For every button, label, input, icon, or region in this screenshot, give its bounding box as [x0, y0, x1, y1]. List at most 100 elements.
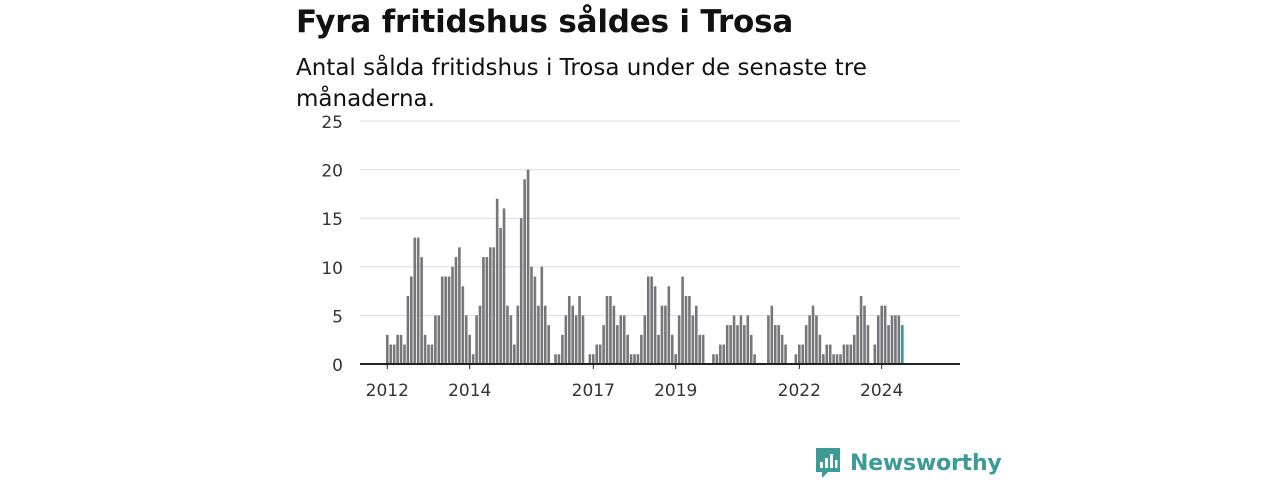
- y-tick-label: 0: [332, 356, 343, 376]
- bar: [403, 344, 406, 364]
- bar: [492, 247, 496, 364]
- bar: [688, 295, 691, 364]
- bar: [636, 354, 640, 364]
- bar: [842, 344, 846, 364]
- bar: [588, 354, 592, 364]
- bar: [856, 315, 859, 364]
- bar: [770, 305, 774, 364]
- bar: [478, 305, 482, 364]
- newsworthy-logo[interactable]: Newsworthy: [814, 446, 1002, 480]
- bar: [681, 276, 684, 364]
- bar: [451, 266, 454, 364]
- bar: [482, 257, 485, 364]
- bar: [406, 295, 410, 364]
- bar: [526, 169, 530, 364]
- bar: [808, 315, 811, 364]
- bar: [880, 305, 883, 364]
- bar: [643, 315, 647, 364]
- bar: [804, 325, 808, 364]
- bar: [475, 315, 478, 364]
- bar: [859, 295, 863, 364]
- bar: [592, 354, 595, 364]
- bar: [801, 344, 805, 364]
- bar: [839, 354, 842, 364]
- bar: [852, 334, 856, 364]
- x-tick-label: 2014: [448, 381, 491, 401]
- bar: [640, 334, 643, 364]
- bar: [822, 354, 825, 364]
- y-tick-label: 10: [321, 259, 343, 279]
- bar: [502, 208, 506, 364]
- bar: [574, 315, 578, 364]
- bar: [846, 344, 849, 364]
- bar: [564, 315, 568, 364]
- bar: [887, 325, 890, 364]
- bar: [430, 344, 434, 364]
- bar: [458, 247, 461, 364]
- bar: [866, 325, 870, 364]
- bar: [530, 266, 533, 364]
- bar: [416, 237, 420, 364]
- bar: [653, 286, 657, 364]
- bar: [664, 305, 667, 364]
- bar: [468, 334, 471, 364]
- bar: [743, 325, 746, 364]
- bar: [767, 315, 770, 364]
- y-tick-label: 20: [321, 162, 343, 182]
- bar: [554, 354, 557, 364]
- bar: [423, 334, 427, 364]
- bar: [701, 334, 705, 364]
- bar: [389, 344, 393, 364]
- bar: [691, 315, 695, 364]
- bar: [437, 315, 441, 364]
- bar: [571, 305, 574, 364]
- bar: [815, 315, 818, 364]
- bar: [605, 295, 609, 364]
- bar: [660, 305, 664, 364]
- bar: [729, 325, 732, 364]
- bar: [557, 354, 561, 364]
- bar: [509, 315, 513, 364]
- bar: [619, 315, 623, 364]
- bar: [873, 344, 877, 364]
- bar: [485, 257, 489, 364]
- bar: [736, 325, 739, 364]
- data-label: 4: [939, 0, 950, 5]
- bar: [863, 305, 866, 364]
- bar-chart-logo-icon: [816, 448, 840, 478]
- bar: [578, 295, 581, 364]
- bar: [513, 344, 516, 364]
- bar: [396, 334, 399, 364]
- bar: [667, 286, 671, 364]
- bar: [646, 276, 650, 364]
- bar: [609, 295, 612, 364]
- bar: [732, 315, 736, 364]
- bar: [410, 276, 413, 364]
- bar: [598, 344, 602, 364]
- bar: [753, 354, 756, 364]
- bar: [543, 305, 547, 364]
- bar: [876, 315, 880, 364]
- bar: [464, 315, 468, 364]
- bar: [677, 315, 681, 364]
- x-tick-label: 2017: [572, 381, 615, 401]
- bar: [447, 276, 451, 364]
- bar: [612, 305, 616, 364]
- x-tick-label: 2019: [654, 381, 697, 401]
- y-tick-label: 5: [332, 307, 343, 327]
- bar: [746, 315, 750, 364]
- bar: [434, 315, 437, 364]
- bar: [633, 354, 636, 364]
- bar: [519, 218, 523, 364]
- bar: [454, 257, 458, 364]
- bar: [567, 295, 571, 364]
- bar: [616, 325, 619, 364]
- bar: [561, 334, 564, 364]
- bar: [828, 344, 832, 364]
- bar: [540, 266, 544, 364]
- bar: [715, 354, 719, 364]
- bar: [495, 198, 499, 364]
- bar: [695, 305, 698, 364]
- bar: [626, 334, 629, 364]
- bar: [420, 257, 423, 364]
